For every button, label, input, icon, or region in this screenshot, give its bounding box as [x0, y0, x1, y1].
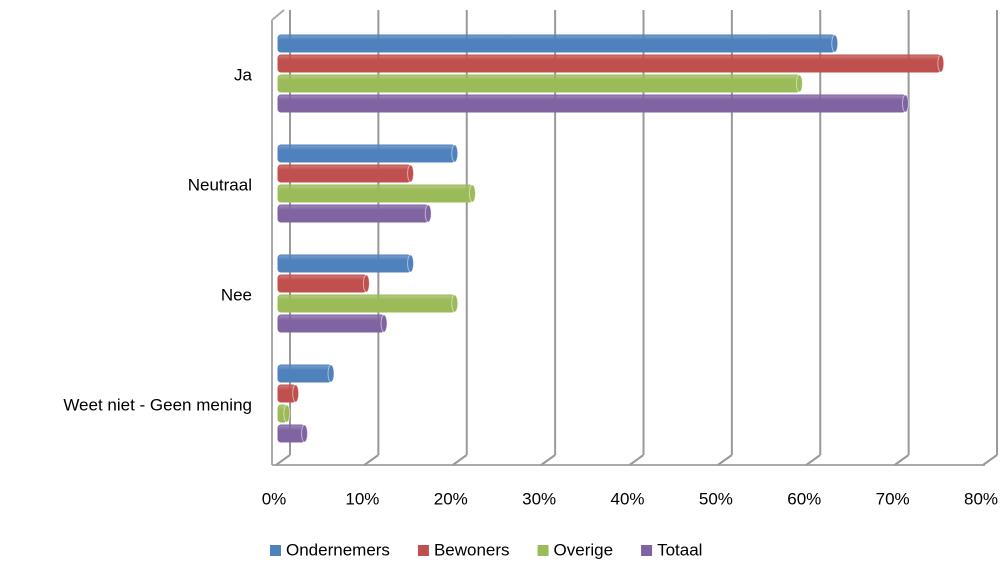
x-tick-label: 0%: [262, 489, 287, 508]
bar: [277, 274, 367, 293]
bar-cap: [327, 364, 335, 383]
bar: [277, 54, 942, 73]
grid-floor: [363, 454, 379, 466]
bar-cap: [380, 314, 388, 333]
bar-cap: [407, 164, 415, 183]
legend-swatch: [270, 545, 281, 556]
grid-floor: [805, 454, 821, 466]
bar-cap: [831, 34, 839, 53]
bar-cap: [283, 404, 291, 423]
legend-swatch: [417, 545, 429, 556]
bar-cap: [937, 54, 945, 73]
bar-cap: [451, 294, 459, 313]
legend-label: Bewoners: [434, 540, 510, 559]
x-tick-label: 60%: [787, 489, 821, 508]
x-tick-label: 50%: [699, 489, 733, 508]
bar-cap: [301, 424, 309, 443]
x-tick-label: 40%: [610, 489, 644, 508]
y-tick-label: Ja: [234, 65, 253, 84]
x-tick-label: 80%: [964, 489, 998, 508]
x-tick-label: 20%: [434, 489, 468, 508]
y-tick-label: Weet niet - Geen mening: [63, 395, 252, 414]
bar: [277, 204, 429, 223]
bar: [277, 164, 412, 183]
bar: [277, 314, 385, 333]
bar: [277, 184, 473, 203]
legend-swatch: [641, 545, 653, 556]
grid-floor: [628, 454, 645, 466]
bar-cap: [901, 94, 909, 113]
bar: [277, 74, 800, 93]
bar: [277, 294, 456, 313]
x-tick-label: 30%: [522, 489, 556, 508]
bar-cap: [468, 184, 476, 203]
grid-floor: [717, 454, 733, 466]
bar: [277, 144, 456, 163]
bar-cap: [424, 204, 432, 223]
grid-floor: [540, 454, 556, 466]
bar-cap: [795, 74, 803, 93]
wall-edge: [271, 9, 285, 21]
grid-floor: [275, 454, 291, 466]
grid-floor: [452, 454, 468, 466]
legend-label: Totaal: [657, 540, 702, 559]
bar: [277, 424, 306, 443]
y-tick-label: Nee: [221, 285, 252, 304]
y-tick-label: Neutraal: [188, 175, 252, 194]
x-tick-label: 70%: [876, 489, 910, 508]
legend-swatch: [537, 545, 549, 556]
x-tick-label: 10%: [345, 489, 379, 508]
grid-floor: [894, 454, 910, 466]
bar: [277, 94, 906, 113]
bar: [277, 34, 836, 53]
bar: [277, 254, 412, 273]
grid-floor: [982, 454, 998, 466]
bar-cap: [292, 384, 300, 403]
legend-label: Overige: [554, 540, 614, 559]
bar-cap: [451, 144, 459, 163]
bar-cap: [407, 254, 415, 273]
bar-cap: [362, 274, 370, 293]
bar: [277, 364, 332, 383]
legend-label: Ondernemers: [286, 540, 390, 559]
